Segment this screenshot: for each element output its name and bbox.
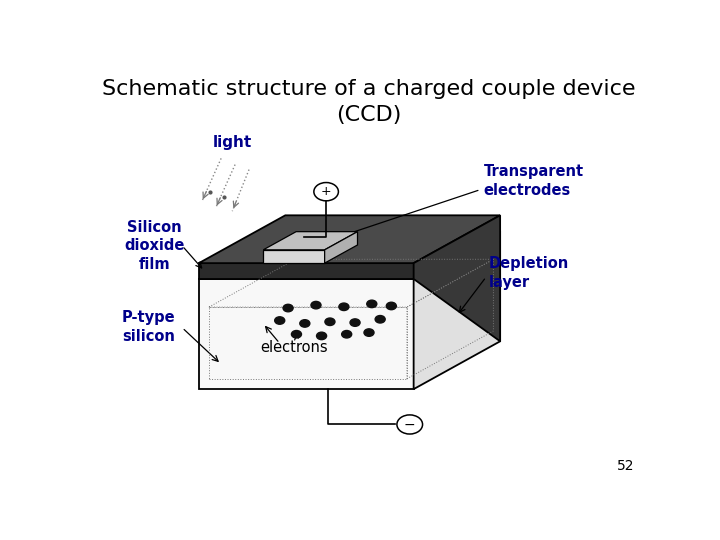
Circle shape	[387, 302, 396, 310]
Polygon shape	[264, 232, 358, 250]
Text: Depletion
layer: Depletion layer	[489, 256, 570, 289]
Circle shape	[364, 329, 374, 336]
Polygon shape	[325, 232, 358, 263]
Circle shape	[311, 301, 321, 309]
Text: Silicon
dioxide
film: Silicon dioxide film	[124, 220, 184, 272]
Circle shape	[342, 330, 351, 338]
Circle shape	[300, 320, 310, 327]
Polygon shape	[414, 215, 500, 341]
Circle shape	[375, 315, 385, 323]
Circle shape	[397, 415, 423, 434]
Circle shape	[339, 303, 349, 310]
Text: light: light	[212, 134, 252, 150]
Circle shape	[283, 305, 293, 312]
Polygon shape	[199, 215, 500, 263]
Circle shape	[292, 330, 302, 338]
Text: Transparent
electrodes: Transparent electrodes	[483, 164, 583, 198]
Text: electrons: electrons	[260, 340, 328, 355]
Polygon shape	[199, 279, 414, 389]
Circle shape	[317, 332, 327, 340]
Text: −: −	[404, 417, 415, 431]
Text: Schematic structure of a charged couple device
(CCD): Schematic structure of a charged couple …	[102, 79, 636, 125]
Circle shape	[275, 317, 284, 324]
Circle shape	[314, 183, 338, 201]
Text: +: +	[321, 185, 331, 198]
Polygon shape	[199, 263, 414, 279]
Polygon shape	[264, 250, 325, 263]
Circle shape	[325, 318, 335, 326]
Circle shape	[366, 300, 377, 308]
Bar	[209, 307, 407, 379]
Text: 52: 52	[616, 459, 634, 473]
Text: P-type
silicon: P-type silicon	[122, 310, 176, 343]
Circle shape	[350, 319, 360, 326]
Polygon shape	[199, 231, 500, 279]
Polygon shape	[414, 231, 500, 389]
